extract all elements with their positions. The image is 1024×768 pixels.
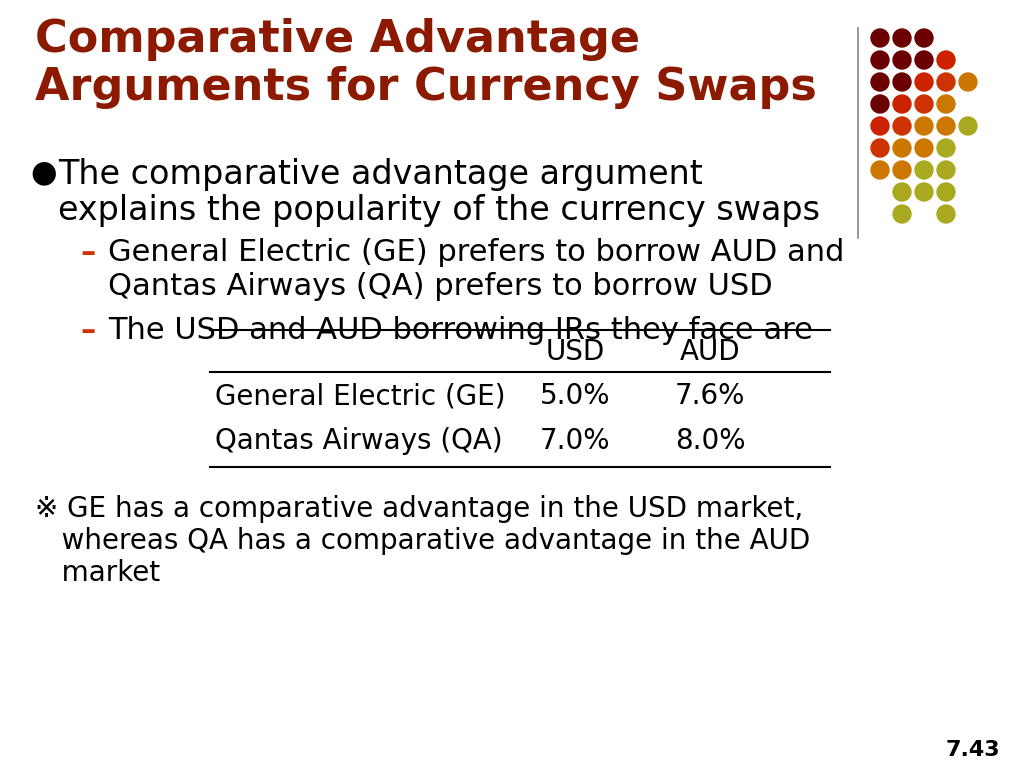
- Circle shape: [893, 161, 911, 179]
- Text: Qantas Airways (QA): Qantas Airways (QA): [215, 427, 503, 455]
- Circle shape: [915, 117, 933, 135]
- Circle shape: [959, 117, 977, 135]
- Text: 7.0%: 7.0%: [540, 427, 610, 455]
- Text: Comparative Advantage: Comparative Advantage: [35, 18, 640, 61]
- Text: Arguments for Currency Swaps: Arguments for Currency Swaps: [35, 66, 817, 109]
- Text: 7.6%: 7.6%: [675, 382, 745, 410]
- Text: explains the popularity of the currency swaps: explains the popularity of the currency …: [58, 194, 820, 227]
- Text: General Electric (GE): General Electric (GE): [215, 382, 506, 410]
- Circle shape: [871, 161, 889, 179]
- Text: General Electric (GE) prefers to borrow AUD and: General Electric (GE) prefers to borrow …: [108, 238, 845, 267]
- Text: ●: ●: [30, 158, 56, 187]
- Circle shape: [871, 51, 889, 69]
- Text: 7.43: 7.43: [945, 740, 1000, 760]
- Text: USD: USD: [546, 338, 604, 366]
- Circle shape: [937, 95, 955, 113]
- Circle shape: [937, 205, 955, 223]
- Circle shape: [937, 161, 955, 179]
- Circle shape: [915, 73, 933, 91]
- Text: –: –: [80, 238, 95, 267]
- Circle shape: [937, 139, 955, 157]
- Text: 5.0%: 5.0%: [540, 382, 610, 410]
- Circle shape: [915, 139, 933, 157]
- Circle shape: [915, 29, 933, 47]
- Circle shape: [937, 51, 955, 69]
- Circle shape: [893, 205, 911, 223]
- Circle shape: [893, 117, 911, 135]
- Circle shape: [871, 29, 889, 47]
- Text: –: –: [80, 316, 95, 345]
- Circle shape: [871, 73, 889, 91]
- Circle shape: [871, 139, 889, 157]
- Circle shape: [937, 117, 955, 135]
- Text: market: market: [35, 559, 160, 587]
- Circle shape: [871, 95, 889, 113]
- Circle shape: [915, 51, 933, 69]
- Circle shape: [893, 51, 911, 69]
- Text: The USD and AUD borrowing IRs they face are: The USD and AUD borrowing IRs they face …: [108, 316, 813, 345]
- Text: ※ GE has a comparative advantage in the USD market,: ※ GE has a comparative advantage in the …: [35, 495, 803, 523]
- Circle shape: [893, 183, 911, 201]
- Circle shape: [937, 183, 955, 201]
- Circle shape: [893, 139, 911, 157]
- Circle shape: [915, 95, 933, 113]
- Circle shape: [893, 73, 911, 91]
- Text: AUD: AUD: [680, 338, 740, 366]
- Circle shape: [937, 73, 955, 91]
- Text: The comparative advantage argument: The comparative advantage argument: [58, 158, 702, 191]
- Text: whereas QA has a comparative advantage in the AUD: whereas QA has a comparative advantage i…: [35, 527, 810, 555]
- Circle shape: [915, 183, 933, 201]
- Circle shape: [871, 117, 889, 135]
- Circle shape: [893, 29, 911, 47]
- Circle shape: [893, 95, 911, 113]
- Text: Qantas Airways (QA) prefers to borrow USD: Qantas Airways (QA) prefers to borrow US…: [108, 272, 773, 301]
- Circle shape: [915, 161, 933, 179]
- Circle shape: [959, 73, 977, 91]
- Text: 8.0%: 8.0%: [675, 427, 745, 455]
